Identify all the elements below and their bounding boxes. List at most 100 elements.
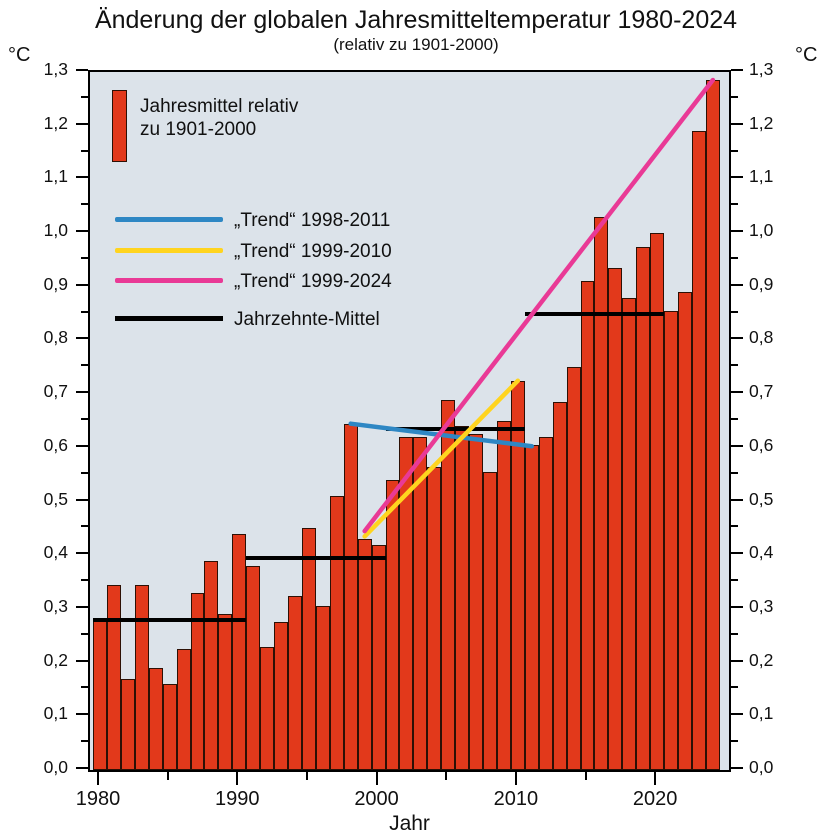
y-tick-left [81, 632, 88, 635]
y-tick-label-left: 0,7 [43, 381, 68, 402]
trend-line-2 [362, 77, 716, 534]
y-tick-left [76, 176, 88, 179]
y-tick-label-right: 0,0 [749, 757, 774, 777]
y-tick-label-left: 0,4 [43, 542, 68, 563]
x-tick-label-1990: 1990 [215, 788, 260, 810]
y-tick-label-left: 0,9 [43, 273, 68, 294]
bar-2020 [650, 233, 665, 770]
bar-2003 [413, 437, 428, 770]
y-tick-left [76, 444, 88, 447]
y-tick-right [731, 310, 738, 313]
y-tick-left [81, 203, 88, 206]
plot-inner [90, 72, 729, 770]
bar-1996 [315, 606, 330, 770]
bar-2023 [691, 131, 706, 770]
y-tick-label-right: 0,8 [749, 327, 774, 348]
bar-2008 [483, 472, 497, 770]
bar-1999 [357, 539, 372, 770]
y-tick-right [731, 176, 743, 179]
bar-2018 [622, 297, 637, 770]
y-tick-right [731, 471, 738, 474]
y-tick-left [81, 256, 88, 259]
y-tick-label-left: 0,1 [43, 703, 68, 724]
x-tick-label-2000: 2000 [354, 788, 399, 810]
y-tick-left [81, 418, 88, 420]
legend-trend-blue-label: „Trend“ 1998-2011 [234, 210, 391, 231]
bar-2009 [496, 421, 511, 770]
x-tick-major [654, 772, 657, 785]
trend-line-1 [362, 378, 521, 539]
y-tick-right [731, 632, 738, 635]
y-tick-right [731, 444, 743, 447]
bar-1990 [232, 533, 247, 770]
legend-trend-pink-swatch [115, 278, 223, 283]
legend-bar-label-line2: zu 1901-2000 [140, 119, 257, 140]
legend-bar-label-line1: Jahresmittel relativ [140, 96, 299, 117]
bar-1997 [329, 496, 344, 770]
bar-2019 [636, 246, 651, 770]
y-tick-label-right: 0,5 [749, 488, 774, 509]
x-tick-minor [584, 772, 587, 780]
legend-decade-swatch [115, 316, 223, 321]
y-tick-label-left: 1,1 [43, 166, 68, 187]
y-tick-right [731, 122, 743, 125]
y-tick-right [731, 418, 738, 420]
chart-title: Änderung der globalen Jahresmitteltemper… [94, 6, 738, 34]
x-axis-title: Jahr [389, 812, 430, 835]
legend-trend-yellow-swatch [115, 248, 223, 253]
y-tick-right [731, 525, 738, 528]
x-tick-minor [445, 772, 448, 780]
y-tick-label-left: 0,0 [43, 757, 68, 777]
bar-2006 [455, 426, 470, 770]
bar-1984 [148, 668, 163, 770]
y-tick-label-right: 1,3 [749, 59, 774, 79]
x-tick-minor [166, 772, 169, 780]
legend-decade-label: Jahrzehnte-Mittel [234, 309, 380, 330]
bar-2007 [469, 434, 484, 770]
y-tick-left [76, 283, 88, 286]
bar-2002 [399, 437, 414, 770]
y-tick-left [76, 605, 88, 608]
bar-1982 [120, 678, 135, 770]
y-tick-label-right: 1,2 [749, 112, 774, 133]
y-tick-right [731, 203, 738, 206]
y-tick-right [731, 579, 738, 582]
bar-2013 [552, 402, 567, 770]
x-tick-label-1980: 1980 [75, 788, 121, 810]
decade-mean-line-1980 [93, 617, 247, 622]
y-tick-right [731, 686, 738, 689]
x-tick-major [375, 772, 378, 785]
y-tick-right [731, 364, 738, 367]
y-tick-left [76, 69, 88, 71]
legend-trend-pink-label: „Trend“ 1999-2024 [234, 271, 392, 292]
bar-1988 [204, 560, 219, 770]
y-tick-right [731, 605, 743, 608]
y-tick-label-left: 0,6 [43, 434, 68, 455]
trend-lines-layer [348, 77, 716, 539]
y-tick-left [81, 740, 88, 743]
bar-1993 [274, 622, 288, 770]
y-tick-label-left: 0,3 [43, 595, 68, 616]
bar-1992 [260, 646, 275, 770]
y-tick-label-right: 0,3 [749, 595, 774, 616]
bar-1994 [288, 595, 302, 770]
y-tick-left [81, 364, 88, 367]
y-tick-left [76, 767, 88, 769]
y-tick-left [76, 391, 88, 394]
y-tick-right [731, 230, 743, 233]
decade-mean-line-1991 [246, 555, 386, 560]
bar-1991 [246, 565, 261, 770]
chart-subtitle: (relativ zu 1901-2000) [333, 35, 499, 54]
y-tick-label-right: 0,4 [749, 542, 774, 563]
y-tick-right [731, 95, 738, 98]
y-tick-right [731, 659, 743, 662]
plot-area [88, 70, 731, 772]
y-tick-right [731, 69, 743, 71]
legend-trend-blue-swatch [115, 217, 223, 222]
y-axis-unit-right: °C [795, 44, 818, 66]
y-tick-label-left: 1,2 [43, 112, 68, 133]
y-tick-right [731, 740, 738, 743]
bar-2022 [678, 292, 692, 770]
y-tick-right [731, 256, 738, 259]
